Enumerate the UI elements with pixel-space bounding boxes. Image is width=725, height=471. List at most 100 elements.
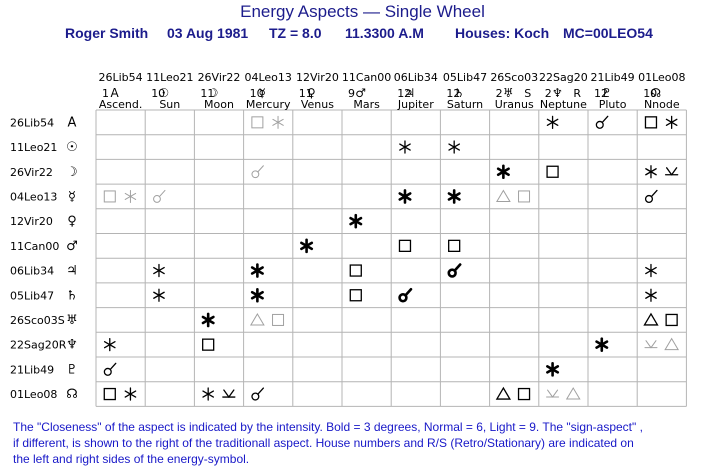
sextile-icon xyxy=(124,387,137,401)
column-house-number: 11 xyxy=(299,87,313,100)
timezone: TZ = 8.0 xyxy=(269,25,322,41)
column-planet-name: Mars xyxy=(353,98,380,111)
sextile-icon xyxy=(202,387,215,401)
row-position: 01Leo08 xyxy=(10,388,57,401)
footer-line: The "Closeness" of the aspect is indicat… xyxy=(13,420,643,434)
column-position: 26Vir22 xyxy=(198,71,241,84)
trine-icon xyxy=(249,312,265,326)
sextile-icon xyxy=(349,213,363,229)
chart-date: 03 Aug 1981 xyxy=(167,25,249,41)
conjunction-icon xyxy=(103,362,117,376)
column-planet-name: Saturn xyxy=(447,98,483,111)
planet-glyph-icon: ☽ xyxy=(208,86,219,100)
row-position: 12Vir20 xyxy=(10,215,53,228)
footer-line: the left and right sides of the energy-s… xyxy=(13,452,250,466)
house-system: Houses: Koch xyxy=(455,25,550,41)
footer-note: The "Closeness" of the aspect is indicat… xyxy=(13,419,718,467)
column-position: 26Sco03 xyxy=(490,71,538,84)
conjunction-icon xyxy=(398,287,413,303)
planet-glyph-icon: ♄ xyxy=(454,86,465,100)
row-position: 26Lib54 xyxy=(10,116,54,129)
trine-icon xyxy=(643,312,659,326)
column-house-number: 1 xyxy=(102,87,109,100)
conjunction-icon xyxy=(447,263,462,278)
planet-glyph-icon: A xyxy=(110,86,119,100)
column-position: 01Leo08 xyxy=(638,71,685,84)
row-position: 11Leo21 xyxy=(10,141,57,154)
column-position: 11Can00 xyxy=(342,71,391,84)
column-planet-name: Mercury xyxy=(246,98,291,111)
column-house-number: 10 xyxy=(151,87,165,100)
planet-glyph-icon: ☉ xyxy=(158,86,169,100)
row-position: 04Leo13 xyxy=(10,190,57,203)
sextile-icon xyxy=(398,189,412,204)
semisextile-icon xyxy=(664,167,679,176)
trine-icon xyxy=(565,387,581,400)
column-position: 04Leo13 xyxy=(244,71,291,84)
column-house-number: 2 xyxy=(545,87,552,100)
column-house-number: 12 xyxy=(594,87,608,100)
column-position: 12Vir20 xyxy=(296,71,339,84)
square-icon xyxy=(398,239,412,253)
sextile-icon xyxy=(645,263,657,278)
planet-glyph-icon: ♇ xyxy=(601,86,612,100)
column-house-number: 12 xyxy=(397,87,411,100)
planet-glyph-icon: ☉ xyxy=(66,140,78,155)
column-house-number: 9 xyxy=(348,87,355,100)
square-icon xyxy=(103,387,116,401)
column-retro-flag: R xyxy=(573,87,581,100)
planet-glyph-icon: ♃ xyxy=(404,86,415,100)
sextile-icon xyxy=(665,115,678,130)
column-house-number: 2 xyxy=(496,87,503,100)
footer-line: if different, is shown to the right of t… xyxy=(13,436,634,450)
square-icon xyxy=(518,190,531,203)
column-position: 06Lib34 xyxy=(394,71,438,84)
sextile-icon xyxy=(250,263,264,278)
sextile-icon xyxy=(645,288,657,302)
conjunction-icon xyxy=(153,189,166,203)
person-name: Roger Smith xyxy=(65,25,149,41)
planet-glyph-icon: ☊ xyxy=(66,387,78,402)
row-position: 26Vir22 xyxy=(10,166,53,179)
sextile-icon xyxy=(645,165,657,179)
column-planet-name: Nnode xyxy=(644,98,680,111)
sextile-icon xyxy=(153,263,165,278)
sextile-icon xyxy=(399,140,411,154)
column-planet-name: Jupiter xyxy=(397,98,434,111)
row-position: 11Can00 xyxy=(10,240,59,253)
planet-glyph-icon: ♀ xyxy=(67,214,77,229)
square-icon xyxy=(517,387,531,401)
chart-info-bar: Roger Smith 03 Aug 1981 TZ = 8.0 11.3300… xyxy=(0,25,725,45)
planet-glyph-icon: A xyxy=(68,115,77,130)
planet-glyph-icon: ♀ xyxy=(307,86,316,100)
sextile-icon xyxy=(496,164,510,180)
column-planet-name: Sun xyxy=(159,98,180,111)
column-planet-name: Moon xyxy=(204,98,234,111)
conjunction-icon xyxy=(251,165,264,179)
column-house-number: 12 xyxy=(446,87,460,100)
column-planet-name: Neptune xyxy=(540,98,587,111)
semisextile-icon xyxy=(546,389,560,398)
column-position: 11Leo21 xyxy=(146,71,193,84)
square-icon xyxy=(644,116,658,129)
square-icon xyxy=(202,338,215,351)
column-position: 26Lib54 xyxy=(99,71,143,84)
sextile-icon xyxy=(272,115,284,129)
semisextile-icon xyxy=(222,389,236,398)
square-icon xyxy=(448,239,461,253)
column-planet-name: Pluto xyxy=(599,98,627,111)
column-position: 05Lib47 xyxy=(443,71,487,84)
planet-glyph-icon: ♄ xyxy=(66,288,78,303)
trine-icon xyxy=(495,189,511,202)
planet-glyph-icon: ♅ xyxy=(66,313,78,328)
conjunction-icon xyxy=(251,387,265,401)
semisextile-icon xyxy=(644,340,658,349)
planet-glyph-icon: ☿ xyxy=(68,189,76,204)
column-house-number: 10 xyxy=(250,87,264,100)
sextile-icon xyxy=(250,287,264,303)
planet-glyph-icon: ☊ xyxy=(650,86,661,100)
column-position: 22Sag20 xyxy=(539,71,588,84)
sextile-icon xyxy=(300,238,314,254)
column-retro-flag: S xyxy=(524,87,531,100)
square-icon xyxy=(103,190,116,203)
